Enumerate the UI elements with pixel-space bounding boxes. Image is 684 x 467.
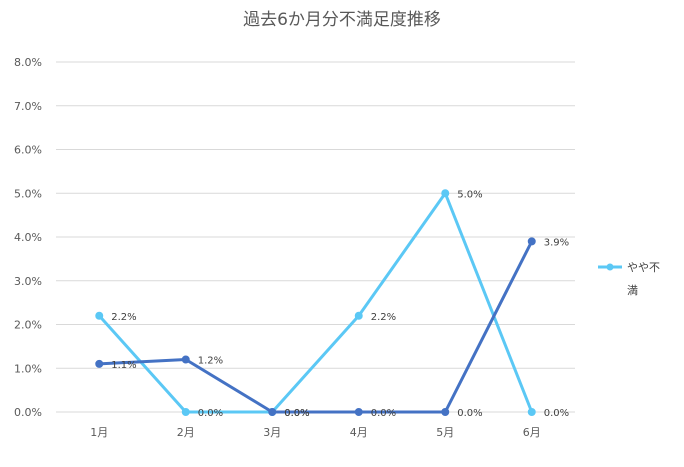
gridlines: [56, 61, 575, 413]
data-point: [527, 408, 536, 416]
data-label: 0.0%: [198, 408, 223, 419]
data-label: 0.0%: [284, 408, 309, 419]
x-tick-label: 5月: [436, 426, 454, 439]
data-labels: 2.2% 0.0% 0.0% 2.2% 5.0% 0.0% 1.1% 1.2% 0.0% 0.0%…: [111, 189, 569, 419]
y-tick-label: 8.0%: [14, 56, 42, 69]
data-point: [181, 408, 190, 416]
data-point: [95, 311, 104, 320]
series-light-blue: [95, 189, 536, 416]
data-point: [268, 408, 277, 416]
y-tick-label: 4.0%: [14, 231, 42, 244]
data-label: 5.0%: [457, 189, 482, 200]
series-dark-blue: [95, 237, 536, 416]
data-label: 0.0%: [284, 408, 309, 419]
x-tick-label: 2月: [177, 426, 195, 439]
data-point: [95, 359, 104, 368]
data-label: 0.0%: [544, 408, 569, 419]
y-tick-label: 6.0%: [14, 144, 42, 157]
data-point: [441, 189, 450, 198]
legend-swatch-marker: [606, 263, 614, 271]
legend-label: やや不: [627, 261, 660, 274]
data-label: 0.0%: [457, 408, 482, 419]
y-tick-label: 2.0%: [14, 319, 42, 332]
y-tick-label: 7.0%: [14, 100, 42, 113]
series-line: [97, 191, 534, 414]
data-point: [441, 408, 450, 416]
data-label: 1.1%: [111, 360, 136, 371]
y-tick-label: 0.0%: [14, 406, 42, 419]
data-label: 0.0%: [371, 408, 396, 419]
legend-label-wrap: 満: [627, 284, 638, 297]
x-tick-label: 4月: [350, 426, 368, 439]
data-label: 1.2%: [198, 356, 223, 367]
data-point: [354, 408, 363, 416]
x-axis-ticks: 1月 2月 3月 4月 5月 6月: [90, 426, 541, 439]
series-line: [97, 239, 534, 414]
data-point: [354, 311, 363, 320]
data-point: [181, 355, 190, 364]
x-tick-label: 6月: [523, 426, 541, 439]
x-tick-label: 1月: [90, 426, 108, 439]
data-point: [527, 237, 536, 246]
data-label: 2.2%: [371, 312, 396, 323]
chart-title: 過去6か月分不満足度推移: [243, 10, 441, 30]
y-tick-label: 5.0%: [14, 187, 42, 200]
y-axis-ticks: 0.0% 1.0% 2.0% 3.0% 4.0% 5.0% 6.0% 7.0% 8.0%: [14, 56, 42, 419]
data-label: 2.2%: [111, 312, 136, 323]
x-tick-label: 3月: [263, 426, 281, 439]
data-label: 3.9%: [544, 237, 569, 248]
y-tick-label: 3.0%: [14, 275, 42, 288]
y-tick-label: 1.0%: [14, 362, 42, 375]
series-layer: [95, 189, 536, 416]
